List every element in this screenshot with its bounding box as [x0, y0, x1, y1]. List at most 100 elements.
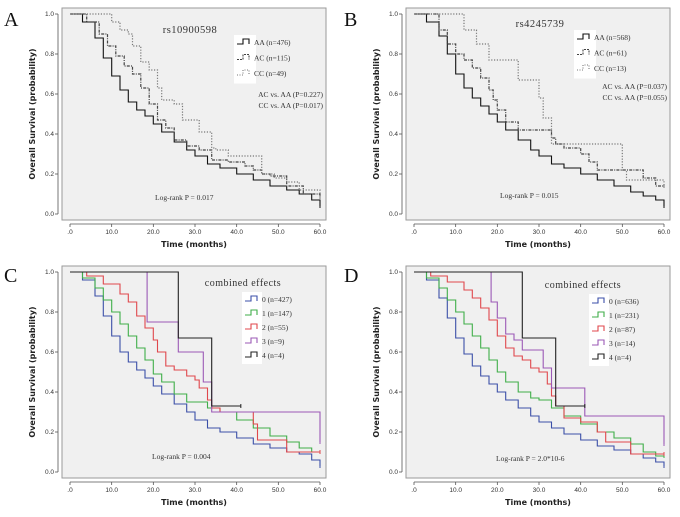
x-tick-label: 10.0: [105, 229, 118, 236]
x-tick-label: .0: [67, 487, 73, 494]
x-axis-title: Time (months): [505, 498, 571, 507]
legend-swatch-icon: [245, 309, 258, 316]
legend-swatch-icon: [577, 64, 590, 71]
legend-swatch-icon: [245, 337, 258, 344]
x-tick-label: 40.0: [574, 229, 587, 236]
survival-curve-0: [414, 271, 665, 466]
legend-label: 2 (n=87): [609, 325, 636, 334]
panel-letter: B: [344, 9, 357, 31]
pairwise-pvalue: CC vs. AA (P=0.017): [259, 101, 324, 110]
y-tick-label: 0.6: [389, 349, 398, 356]
y-axis-title: Overall Survival (probability): [28, 306, 37, 437]
survival-curve-1: [414, 13, 664, 187]
legend-label: 1 (n=147): [262, 309, 292, 318]
x-tick-label: 10.0: [449, 229, 462, 236]
y-tick-label: 0.2: [45, 429, 54, 436]
y-axis-title: Overall Survival (probability): [372, 306, 381, 437]
panel-letter: A: [4, 9, 19, 31]
y-tick-label: 0.6: [389, 91, 398, 98]
survival-curve-0: [414, 13, 665, 206]
y-tick-label: 0.4: [389, 389, 398, 396]
legend-swatch-icon: [237, 38, 250, 45]
legend-swatch-icon: [245, 295, 258, 302]
legend-background: [242, 292, 262, 364]
legend-swatch-icon: [592, 311, 605, 318]
logrank-pvalue: Log-rank P = 0.015: [500, 191, 559, 200]
y-tick-label: 1.0: [45, 269, 54, 276]
x-tick-label: 10.0: [449, 487, 462, 494]
y-tick-label: 0.2: [45, 171, 54, 178]
x-tick-label: 10.0: [105, 487, 118, 494]
x-tick-label: 60.0: [658, 229, 671, 236]
panel-c: C 0.0 0.2 0.4 0.6 0.8 1.0 .0 10.0 20.0 30.0 40.0 50.…: [4, 265, 327, 507]
panel-letter: D: [344, 265, 358, 287]
survival-curve-2: [414, 271, 664, 455]
legend-swatch-icon: [592, 353, 605, 360]
y-tick-label: 0.4: [389, 131, 398, 138]
x-tick-label: .0: [411, 229, 417, 236]
y-tick-label: 0.4: [45, 389, 54, 396]
x-axis-title: Time (months): [505, 240, 571, 249]
survival-curve-2: [70, 13, 321, 198]
y-tick-label: 0.0: [45, 211, 54, 218]
x-tick-label: 20.0: [491, 229, 504, 236]
x-tick-label: 20.0: [147, 487, 160, 494]
pairwise-pvalue: AC vs. AA (P=0.037): [602, 82, 667, 91]
y-tick-label: 1.0: [389, 269, 398, 276]
legend-label: AC (n=115): [254, 54, 291, 63]
logrank-pvalue: Log-rank P = 0.004: [152, 452, 211, 461]
y-axis-title: Overall Survival (probability): [28, 48, 37, 179]
chart-title: rs10900598: [163, 25, 218, 36]
x-tick-label: 50.0: [616, 229, 629, 236]
y-axis-title: Overall Survival (probability): [372, 48, 381, 179]
plot-area: [61, 7, 327, 221]
survival-curve-2: [70, 271, 320, 453]
survival-curve-4: [70, 271, 241, 407]
legend-swatch-icon: [237, 53, 250, 61]
y-tick-label: 1.0: [45, 11, 54, 18]
chart-title: rs4245739: [516, 19, 565, 30]
survival-curve-0: [70, 271, 321, 466]
legend-label: 4 (n=4): [262, 351, 285, 360]
legend-background: [234, 35, 256, 84]
x-tick-label: 50.0: [272, 487, 285, 494]
legend-swatch-icon: [237, 69, 250, 76]
y-tick-label: 0.0: [389, 211, 398, 218]
x-tick-label: 50.0: [272, 229, 285, 236]
legend-swatch-icon: [577, 33, 590, 40]
logrank-pvalue: Log-rank P = 0.017: [155, 193, 214, 202]
x-tick-label: 30.0: [189, 487, 202, 494]
chart-title: combined effects: [545, 280, 621, 291]
y-tick-label: 0.8: [389, 51, 398, 58]
x-tick-label: 20.0: [491, 487, 504, 494]
pairwise-pvalue: AC vs. AA (P=0.227): [258, 90, 323, 99]
y-tick-label: 0.0: [389, 469, 398, 476]
plot-area: [61, 265, 327, 479]
legend-label: 1 (n=231): [609, 311, 639, 320]
x-tick-label: .0: [67, 229, 73, 236]
x-tick-label: 60.0: [314, 487, 327, 494]
legend-swatch-icon: [245, 351, 258, 358]
y-tick-label: 0.8: [45, 51, 54, 58]
survival-curve-4: [414, 271, 585, 407]
x-tick-label: 20.0: [147, 229, 160, 236]
legend-swatch-icon: [245, 323, 258, 330]
x-tick-label: 40.0: [230, 487, 243, 494]
y-tick-label: 0.6: [45, 91, 54, 98]
y-tick-label: 1.0: [389, 11, 398, 18]
x-tick-label: 40.0: [574, 487, 587, 494]
x-tick-label: 50.0: [616, 487, 629, 494]
x-tick-label: 30.0: [189, 229, 202, 236]
legend-label: 2 (n=55): [262, 323, 289, 332]
chart-title: combined effects: [205, 278, 281, 289]
x-tick-label: 60.0: [658, 487, 671, 494]
x-tick-label: 30.0: [533, 229, 546, 236]
panel-letter: C: [4, 265, 17, 287]
legend-background: [574, 30, 596, 79]
y-tick-label: 0.2: [389, 171, 398, 178]
plot-area: [405, 265, 671, 479]
logrank-pvalue: Log-rank P = 2.0*10-6: [496, 454, 565, 463]
legend-label: 0 (n=427): [262, 295, 292, 304]
x-axis-title: Time (months): [161, 240, 227, 249]
legend-label: AC (n=61): [594, 49, 627, 58]
